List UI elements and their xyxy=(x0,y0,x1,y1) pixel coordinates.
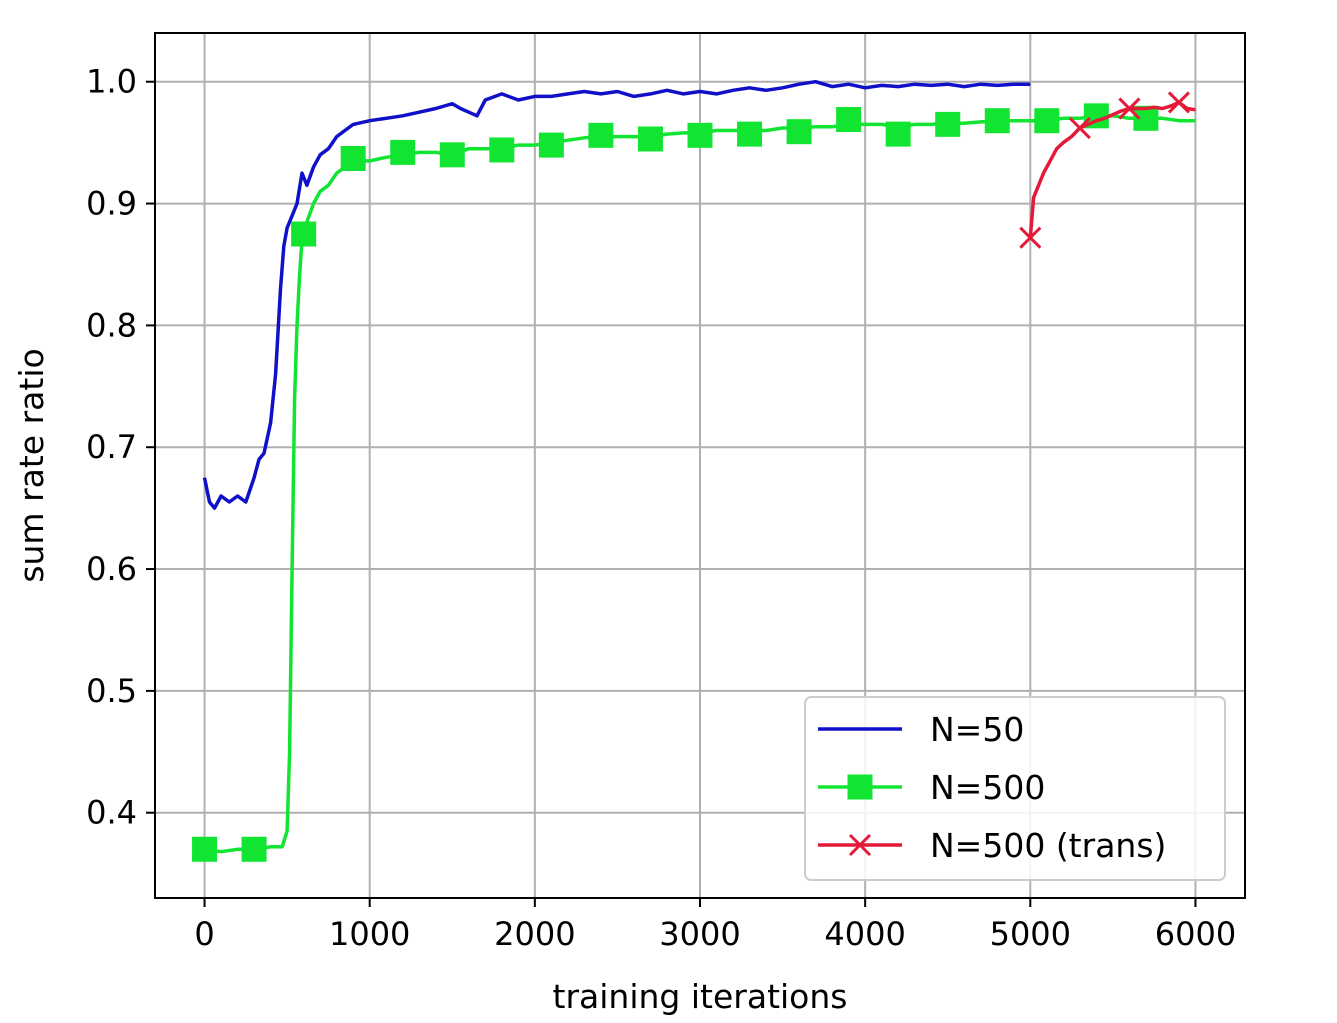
y-tick-label: 0.4 xyxy=(86,794,137,832)
grid xyxy=(155,33,1245,898)
legend-item: N=500 (trans) xyxy=(818,826,1166,865)
data-point xyxy=(439,142,465,168)
x-tick-label: 5000 xyxy=(990,915,1071,953)
y-axis-label: sum rate ratio xyxy=(12,348,51,582)
legend-label: N=500 (trans) xyxy=(930,826,1166,865)
x-tick-label: 4000 xyxy=(824,915,905,953)
legend-label: N=500 xyxy=(930,768,1045,807)
series-line xyxy=(202,79,1031,510)
data-point xyxy=(1068,116,1091,140)
y-tick-label: 0.8 xyxy=(86,306,137,344)
ticks: 0 1000 2000 3000 4000 5000 6000 0.4 0.5 0.6 0.7 0.8… xyxy=(86,63,1236,953)
y-tick-label: 1.0 xyxy=(86,63,137,101)
series-line xyxy=(1028,100,1196,238)
data-point xyxy=(1118,97,1141,120)
x-tick-label: 3000 xyxy=(659,915,740,953)
y-tick-label: 0.6 xyxy=(86,550,137,588)
data-point xyxy=(192,836,218,862)
data-point xyxy=(1019,226,1042,249)
data-point xyxy=(637,126,663,152)
data-point xyxy=(786,119,812,145)
legend-marker xyxy=(847,774,873,800)
data-point xyxy=(588,122,614,148)
x-tick-label: 2000 xyxy=(494,915,575,953)
data-point xyxy=(935,111,961,137)
data-point xyxy=(687,122,713,148)
data-point xyxy=(984,108,1010,134)
data-point xyxy=(538,132,564,158)
x-tick-label: 1000 xyxy=(329,915,410,953)
series-N=50 xyxy=(202,79,1031,510)
legend-label: N=50 xyxy=(930,710,1024,749)
legend-item: N=50 xyxy=(818,710,1024,749)
data-point xyxy=(836,107,862,132)
series-layer xyxy=(192,79,1196,862)
y-tick-label: 0.5 xyxy=(86,672,137,710)
x-axis-label: training iterations xyxy=(553,977,848,1016)
data-point xyxy=(340,145,366,171)
legend: N=50 N=500 N=500 (trans) xyxy=(804,696,1226,881)
y-tick-label: 0.9 xyxy=(86,185,137,223)
series-N=500 xyxy=(192,103,1196,862)
data-point xyxy=(241,836,267,862)
legend-item: N=500 xyxy=(818,768,1045,807)
series-N=500 (trans) xyxy=(1019,91,1196,249)
legend-marker xyxy=(848,833,872,857)
x-tick-label: 6000 xyxy=(1155,915,1236,953)
data-point xyxy=(1034,108,1060,134)
data-point xyxy=(737,121,763,147)
x-tick-label: 0 xyxy=(194,915,214,953)
data-point xyxy=(1167,91,1191,114)
data-point xyxy=(291,221,317,247)
legend-box xyxy=(804,696,1226,881)
data-point xyxy=(390,139,416,165)
data-point xyxy=(885,121,911,147)
data-point xyxy=(489,137,515,163)
y-tick-label: 0.7 xyxy=(86,428,137,466)
